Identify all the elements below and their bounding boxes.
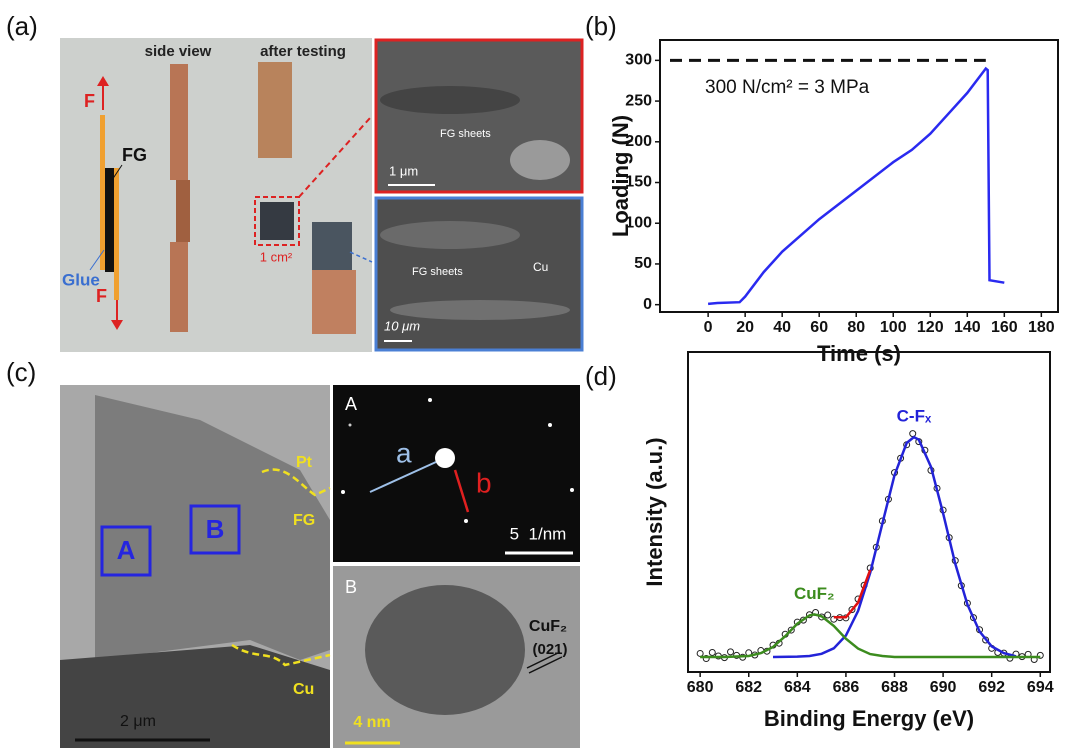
x-tick-label: 140 — [954, 319, 981, 336]
x-tick-label: 180 — [1028, 319, 1055, 336]
series-line — [708, 69, 1004, 304]
force-label: F — [96, 286, 107, 306]
y-axis-label: Loading (N) — [608, 115, 633, 237]
peak-label: C-Fₓ — [897, 407, 932, 426]
caption: side view — [145, 43, 212, 60]
fg-label: FG — [122, 145, 147, 165]
spot — [349, 424, 352, 427]
y-tick-label: 300 — [625, 52, 652, 69]
region-label: B — [206, 514, 225, 544]
region-label: A — [117, 535, 136, 565]
scale-label: 4 nm — [353, 714, 390, 731]
vector-label: b — [476, 467, 492, 498]
x-tick-label: 60 — [810, 319, 828, 336]
x-tick-label: 688 — [881, 679, 908, 696]
x-tick-label: 684 — [784, 679, 811, 696]
sem-label: FG sheets — [440, 128, 491, 140]
data-point — [825, 612, 831, 618]
panel-label: (d) — [585, 361, 617, 391]
strip — [258, 62, 292, 158]
annotation: 300 N/cm² = 3 MPa — [705, 77, 870, 98]
plot-frame — [688, 352, 1050, 672]
panel-label: (b) — [585, 11, 617, 41]
sem-label: Cu — [533, 260, 548, 274]
data-point — [910, 431, 916, 437]
texture — [380, 86, 520, 114]
plane-label: (021) — [532, 641, 567, 658]
scale-label: 10 μm — [384, 318, 420, 333]
data-point — [709, 649, 715, 655]
x-tick-label: 686 — [833, 679, 860, 696]
sample — [260, 202, 294, 240]
x-tick-label: 0 — [704, 319, 713, 336]
panel-label: (a) — [6, 11, 38, 41]
y-tick-label: 50 — [634, 255, 652, 272]
spot — [341, 490, 345, 494]
y-tick-label: 250 — [625, 92, 652, 109]
tem-region — [60, 645, 330, 748]
texture — [510, 140, 570, 180]
scale-label: 1 μm — [389, 163, 418, 178]
inset-label: A — [345, 394, 357, 414]
scale-label: 5 1/nm — [510, 524, 567, 543]
spot — [570, 488, 574, 492]
x-tick-label: 120 — [917, 319, 944, 336]
x-tick-label: 680 — [687, 679, 714, 696]
x-tick-label: 682 — [735, 679, 762, 696]
caption: after testing — [260, 43, 346, 60]
data-point — [728, 649, 734, 655]
panel-label: (c) — [6, 357, 36, 387]
fg-layer — [105, 168, 114, 272]
vector-label: a — [396, 437, 412, 468]
particle — [365, 585, 525, 715]
spot — [464, 519, 468, 523]
x-tick-label: 100 — [880, 319, 907, 336]
scale-label: 2 μm — [120, 713, 156, 730]
sem-label: FG sheets — [412, 266, 463, 278]
phase-label: CuF₂ — [529, 618, 567, 635]
x-tick-label: 80 — [847, 319, 865, 336]
x-tick-label: 690 — [930, 679, 957, 696]
peak-label: CuF₂ — [794, 584, 835, 603]
layer-label: FG — [293, 512, 315, 529]
x-tick-label: 40 — [773, 319, 791, 336]
y-axis-label: Intensity (a.u.) — [642, 437, 667, 586]
x-tick-label: 20 — [736, 319, 754, 336]
figure: (a) side view after testing F FG Glue F … — [0, 0, 1072, 751]
layer-label: Pt — [296, 454, 313, 471]
x-tick-label: 160 — [991, 319, 1018, 336]
substrate — [100, 115, 105, 270]
substrate — [114, 168, 119, 300]
x-axis-label: Binding Energy (eV) — [764, 706, 974, 731]
layer-label: Cu — [293, 681, 314, 698]
y-tick-label: 0 — [643, 296, 652, 313]
strip — [312, 270, 356, 334]
area-label: 1 cm² — [260, 249, 293, 264]
data-point — [697, 650, 703, 656]
glue-label: Glue — [62, 270, 100, 289]
x-axis-label: Time (s) — [817, 341, 901, 366]
spot — [435, 448, 455, 468]
strip — [170, 64, 188, 180]
inset-label: B — [345, 577, 357, 597]
texture — [380, 221, 520, 249]
strip — [170, 242, 188, 332]
spot — [428, 398, 432, 402]
sample — [312, 222, 352, 270]
x-tick-label: 694 — [1027, 679, 1054, 696]
strip — [176, 180, 190, 242]
force-label: F — [84, 91, 95, 111]
x-tick-label: 692 — [978, 679, 1005, 696]
texture — [390, 300, 570, 320]
spot — [548, 423, 552, 427]
